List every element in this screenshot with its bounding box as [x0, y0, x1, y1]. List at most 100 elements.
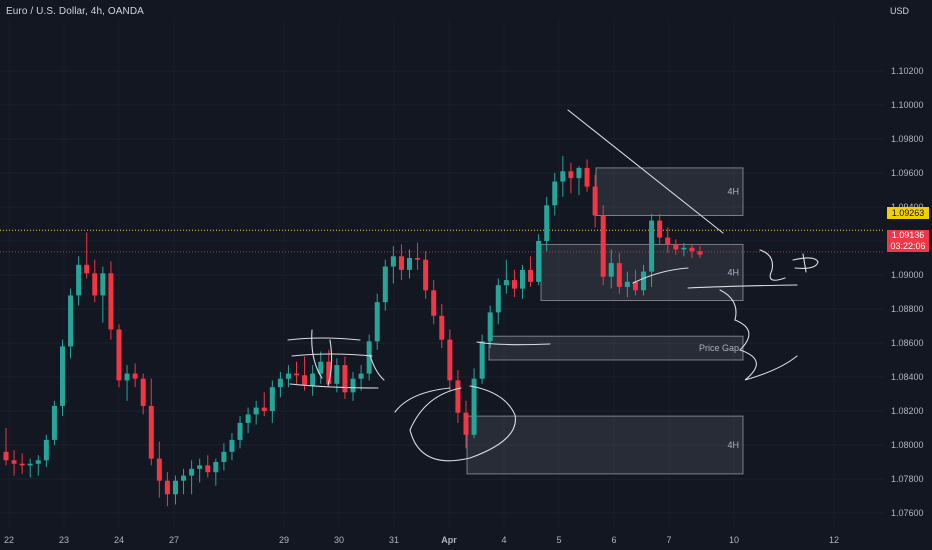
candle-body [495, 285, 501, 313]
freehand-stroke [287, 337, 379, 389]
candle-body [156, 458, 162, 481]
price-tick-label: 1.08200 [891, 406, 924, 416]
candle-body [92, 273, 98, 296]
price-tick-label: 1.10200 [891, 66, 924, 76]
candle-body [632, 281, 638, 291]
candle-body [503, 280, 509, 286]
candle-body [197, 465, 203, 469]
freehand-stroke [369, 354, 385, 381]
zone-label: 4H [727, 187, 739, 197]
freehand-stroke [394, 387, 451, 413]
time-tick-label: 30 [334, 535, 344, 545]
price-tick-label: 1.10000 [891, 100, 924, 110]
zone-rect [488, 335, 744, 361]
candle-body [519, 269, 525, 289]
candle-body [35, 460, 41, 464]
zone-label: 4H [727, 440, 739, 450]
time-tick-label: 5 [556, 535, 561, 545]
dotted-price-tag: 1.09263 [887, 207, 929, 219]
time-tick-label: 7 [666, 535, 671, 545]
candle-body [649, 220, 655, 272]
symbol-title[interactable]: Euro / U.S. Dollar, 4h, OANDA [6, 6, 144, 17]
candle-body [390, 256, 396, 267]
price-tick-label: 1.09600 [891, 168, 924, 178]
candle-body [100, 273, 106, 296]
candle-body [221, 451, 227, 462]
candle-body [624, 281, 630, 287]
candle-body [334, 365, 340, 384]
candle-body [608, 263, 614, 277]
time-tick-label: 12 [829, 535, 839, 545]
candle-body [269, 387, 275, 411]
time-tick-label: 10 [729, 535, 739, 545]
freehand-stroke [409, 385, 516, 462]
price-tick-label: 1.07600 [891, 508, 924, 518]
candle-body [407, 258, 412, 270]
price-levels [0, 229, 885, 253]
zone-rect [595, 167, 744, 216]
candle-body [439, 315, 445, 340]
candle-body [3, 451, 9, 461]
candle-body [245, 414, 251, 423]
candle-body [237, 422, 243, 440]
candle-body [471, 378, 477, 435]
candle-body [415, 258, 421, 260]
candle-body [285, 373, 291, 379]
candle-body [310, 373, 316, 386]
candle-body [528, 269, 534, 282]
candle-body [374, 302, 380, 342]
candle-body [600, 215, 606, 277]
current-price-value: 1.09136 [891, 230, 925, 240]
candle-body [213, 462, 219, 473]
price-tick-label: 1.09000 [891, 270, 924, 280]
time-tick-label: 31 [389, 535, 399, 545]
freehand-stroke [311, 329, 333, 386]
candle-body [689, 247, 695, 252]
candle-body [189, 468, 195, 476]
candle-body [350, 378, 356, 393]
freehand-stroke [476, 341, 551, 346]
candle-body [181, 475, 187, 481]
candle-body [116, 329, 122, 381]
freehand-stroke [687, 284, 798, 289]
candle-body [511, 280, 517, 289]
candle-body [261, 407, 267, 411]
candle-body [641, 271, 647, 291]
price-tick-label: 1.08600 [891, 338, 924, 348]
candle-body [544, 205, 550, 241]
time-tick-label: 24 [114, 535, 124, 545]
candle-body [447, 339, 453, 381]
zones-layer: 4H 4H Price Gap 4H [466, 167, 744, 475]
candle-body [68, 295, 74, 347]
candle-body [342, 365, 348, 393]
candle-body [584, 167, 590, 187]
candle-body [11, 460, 17, 464]
user-drawings [287, 109, 819, 462]
time-tick-label: Apr [441, 535, 457, 545]
candle-body [59, 346, 65, 406]
candle-body [108, 273, 114, 330]
candle-body [455, 380, 461, 413]
candle-body [148, 405, 154, 459]
time-tick-label: 23 [59, 535, 69, 545]
price-axis[interactable]: 1.102001.100001.098001.096001.094001.092… [891, 66, 924, 518]
candle-body [382, 266, 388, 303]
candle-body [358, 373, 364, 379]
candle-body [84, 264, 90, 274]
time-axis[interactable]: 22 23 24 27 29 30 31 Apr 4 5 6 7 10 12 [4, 535, 839, 545]
candle-body [27, 463, 33, 466]
zone-label: Price Gap [699, 343, 739, 353]
freehand-stroke [719, 289, 798, 381]
candle-body [463, 412, 469, 435]
candle-body [697, 251, 703, 255]
candle-body [576, 167, 582, 179]
candle-body [205, 465, 211, 473]
zone-rect [466, 415, 744, 475]
zone-label: 4H [727, 267, 739, 277]
grid-lines [0, 20, 885, 530]
candle-body [76, 264, 82, 296]
candle-body [665, 237, 671, 245]
time-tick-label: 29 [279, 535, 289, 545]
